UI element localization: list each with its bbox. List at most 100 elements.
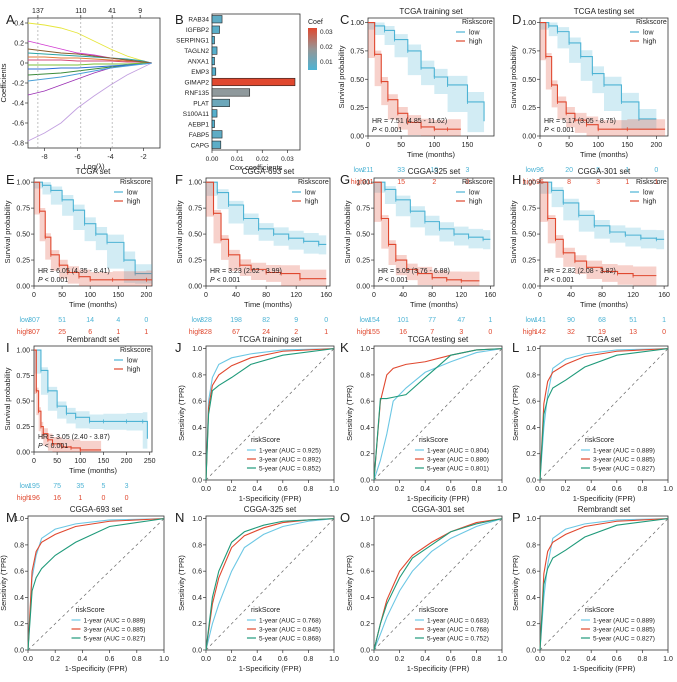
panel-I: I0 50 100 150 200 2500.000.250.500.751.00Time… bbox=[3, 335, 156, 502]
legend-label: 3-year (AUC = 0.892) bbox=[259, 457, 321, 464]
legend-label: 1-year (AUC = 0.683) bbox=[427, 618, 489, 625]
legend-label: 1-year (AUC = 0.889) bbox=[593, 618, 655, 625]
x-axis-label: Cox coefficients bbox=[230, 163, 283, 172]
legend-label: low bbox=[127, 358, 138, 365]
roc-curve-3-year bbox=[205, 348, 335, 481]
risk-count: 90 bbox=[567, 317, 575, 324]
legend-label: low bbox=[469, 190, 480, 197]
km-curve-low bbox=[540, 181, 665, 240]
legend-title: riskScore bbox=[251, 437, 280, 444]
y-tick-label: 0.8 bbox=[192, 372, 202, 379]
roc-curve-1-year bbox=[205, 348, 335, 481]
ci-band-high bbox=[368, 22, 461, 137]
risk-count: 195 bbox=[28, 483, 40, 490]
panel-letter: L bbox=[512, 340, 519, 355]
x-axis-label: 1-Specificity (FPR) bbox=[407, 494, 470, 503]
legend-label: 3-year (AUC = 0.885) bbox=[593, 627, 655, 634]
x-tick-label: 0.6 bbox=[278, 656, 288, 663]
gene-label: FABP5 bbox=[189, 132, 210, 139]
coef-bar bbox=[211, 140, 222, 149]
y-axis-label: Sensitivity (TPR) bbox=[177, 555, 186, 611]
coef-path bbox=[27, 62, 152, 142]
x-tick-label: 0.8 bbox=[304, 656, 314, 663]
y-axis-label: Survival probability bbox=[337, 45, 346, 108]
y-tick-label: -0.2 bbox=[12, 81, 24, 88]
panel-letter: G bbox=[340, 172, 350, 187]
coef-path bbox=[28, 59, 152, 64]
roc-curve-3-year bbox=[539, 348, 669, 481]
y-tick-label: 0.50 bbox=[356, 232, 370, 239]
p-value-text: < 0.001 bbox=[549, 127, 575, 134]
risk-count: 0 bbox=[125, 495, 129, 502]
roc-curve-5-year bbox=[27, 518, 165, 651]
p-value-text: < 0.001 bbox=[383, 277, 409, 284]
gene-label: RNF135 bbox=[185, 90, 210, 97]
y-tick-label: 0.8 bbox=[360, 372, 370, 379]
plot-frame bbox=[373, 515, 503, 651]
x-tick-label: 1.0 bbox=[497, 486, 507, 493]
risk-count: 5 bbox=[596, 167, 600, 174]
ci-band-low bbox=[540, 182, 665, 250]
risk-count: 1 bbox=[654, 179, 658, 186]
risk-row-label: high bbox=[17, 495, 30, 502]
risk-row-label: high bbox=[351, 179, 364, 186]
p-value-text: < 0.001 bbox=[215, 277, 241, 284]
p-value-text: < 0.001 bbox=[43, 277, 69, 284]
risk-count: 68 bbox=[598, 317, 606, 324]
diagonal-reference bbox=[373, 348, 503, 481]
plot-frame bbox=[27, 515, 165, 651]
legend-label: low bbox=[643, 30, 654, 37]
risk-row-label: high bbox=[523, 329, 536, 336]
x-tick-label: 250 bbox=[144, 458, 156, 465]
risk-count: 96 bbox=[536, 167, 544, 174]
y-axis-label: Survival probability bbox=[343, 200, 352, 263]
y-tick-label: 0.75 bbox=[356, 206, 370, 213]
y-tick-label: 0.00 bbox=[16, 450, 30, 457]
x-axis-label: Time (months) bbox=[580, 150, 629, 159]
diagonal-reference bbox=[27, 518, 165, 651]
p-symbol: P bbox=[378, 277, 383, 284]
risk-count: 9 bbox=[294, 317, 298, 324]
x-tick-label: 160 bbox=[485, 292, 497, 299]
x-axis-label: Log(λ) bbox=[83, 162, 105, 171]
risk-count: 3 bbox=[466, 167, 470, 174]
risk-count: 328 bbox=[200, 329, 212, 336]
y-tick-label: 0.8 bbox=[360, 542, 370, 549]
y-tick-label: 0.4 bbox=[14, 595, 24, 602]
diagonal-reference bbox=[205, 518, 335, 651]
plot-frame bbox=[33, 345, 153, 453]
p-value: P < 0.001 bbox=[38, 277, 68, 284]
risk-count: 0 bbox=[662, 329, 666, 336]
p-symbol: P bbox=[210, 277, 215, 284]
legend-label: 1-year (AUC = 0.768) bbox=[259, 618, 321, 625]
legend-label: 0.02 bbox=[320, 44, 333, 51]
x-tick-label: 50 bbox=[53, 458, 61, 465]
p-symbol: P bbox=[544, 127, 549, 134]
x-tick-label: 100 bbox=[592, 142, 604, 149]
x-tick-label: 1.0 bbox=[159, 656, 169, 663]
x-axis-label: Time (months) bbox=[410, 300, 459, 309]
x-axis-label: 1-Specificity (FPR) bbox=[407, 664, 470, 673]
km-curve-low bbox=[368, 21, 485, 122]
gene-label: SERPING1 bbox=[176, 38, 209, 45]
y-tick-label: 0.4 bbox=[526, 595, 536, 602]
x-axis-label: Time (months) bbox=[69, 466, 118, 475]
y-tick-label: 0.0 bbox=[192, 648, 202, 655]
top-tick-label: 110 bbox=[75, 8, 86, 15]
legend-title: Riskscore bbox=[120, 179, 151, 186]
risk-count: 2 bbox=[294, 329, 298, 336]
x-tick-label: 0.4 bbox=[586, 656, 596, 663]
risk-count: 155 bbox=[368, 329, 380, 336]
panel-title: TCGA training set bbox=[238, 335, 302, 344]
y-tick-label: 0.75 bbox=[16, 373, 30, 380]
x-axis-label: Time (months) bbox=[69, 300, 118, 309]
y-tick-label: 0.75 bbox=[188, 206, 202, 213]
panel-N: N 0.0 0.2 0.4 0.6 0.8 1.0 0.0 0.2 0.4 0.6 0.8 1.0 1-S… bbox=[175, 505, 339, 673]
plot-frame bbox=[205, 515, 335, 651]
coef-bar bbox=[211, 46, 218, 55]
risk-row-label: high bbox=[357, 329, 370, 336]
roc-curve-1-year bbox=[539, 518, 669, 651]
panel-E: E 0 50 100 150 200 0.00 0.25 0.50 0.75 1.00 Time (m… bbox=[3, 167, 153, 336]
x-tick-label: 0.8 bbox=[472, 486, 482, 493]
panel-L: L 0.0 0.2 0.4 0.6 0.8 1.0 0.0 0.2 0.4 0.6 0.8 1.0 1-S… bbox=[511, 335, 673, 503]
